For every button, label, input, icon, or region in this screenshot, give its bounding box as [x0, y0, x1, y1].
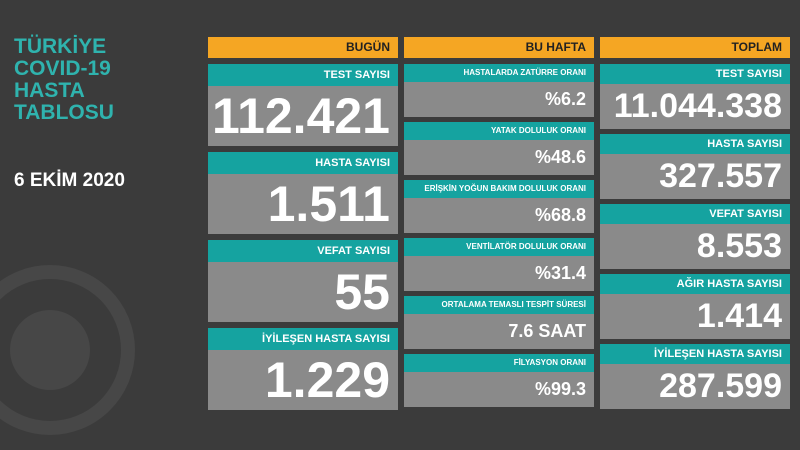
date: 6 EKİM 2020: [14, 170, 125, 191]
item-value: 112.421: [208, 86, 398, 146]
item-value: 287.599: [600, 364, 790, 409]
item-value: %99.3: [404, 372, 594, 407]
title-line: TÜRKİYE: [14, 35, 107, 58]
item-label: İYİLEŞEN HASTA SAYISI: [208, 328, 398, 350]
item-label: VEFAT SAYISI: [600, 204, 790, 224]
item-value: %6.2: [404, 82, 594, 117]
column-heading: BUGÜN: [208, 37, 398, 58]
item-label: VENTİLATÖR DOLULUK ORANI: [404, 238, 594, 256]
item-label: HASTALARDA ZATÜRRE ORANI: [404, 64, 594, 82]
title: TÜRKİYE COVID-19 HASTA TABLOSU: [14, 36, 114, 124]
item-label: ORTALAMA TEMASLI TESPİT SÜRESİ: [404, 296, 594, 314]
title-line: TABLOSU: [14, 101, 114, 124]
item-value: 8.553: [600, 224, 790, 269]
item-value: 7.6 SAAT: [404, 314, 594, 349]
item-value: 1.511: [208, 174, 398, 234]
item-label: FİLYASYON ORANI: [404, 354, 594, 372]
emblem: [0, 265, 135, 435]
item-label: HASTA SAYISI: [208, 152, 398, 174]
item-value: 1.414: [600, 294, 790, 339]
item-value: %48.6: [404, 140, 594, 175]
item-value: %68.8: [404, 198, 594, 233]
item-label: VEFAT SAYISI: [208, 240, 398, 262]
item-value: 327.557: [600, 154, 790, 199]
title-line: COVID-19: [14, 57, 111, 80]
item-value: %31.4: [404, 256, 594, 291]
column-heading: TOPLAM: [600, 37, 790, 58]
item-value: 55: [208, 262, 398, 322]
item-label: TEST SAYISI: [208, 64, 398, 86]
item-label: YATAK DOLULUK ORANI: [404, 122, 594, 140]
item-label: TEST SAYISI: [600, 64, 790, 84]
column-heading: BU HAFTA: [404, 37, 594, 58]
item-value: 1.229: [208, 350, 398, 410]
title-line: HASTA: [14, 79, 85, 102]
item-label: HASTA SAYISI: [600, 134, 790, 154]
item-value: 11.044.338: [600, 84, 790, 129]
item-label: İYİLEŞEN HASTA SAYISI: [600, 344, 790, 364]
item-label: AĞIR HASTA SAYISI: [600, 274, 790, 294]
item-label: ERİŞKİN YOĞUN BAKIM DOLULUK ORANI: [404, 180, 594, 198]
